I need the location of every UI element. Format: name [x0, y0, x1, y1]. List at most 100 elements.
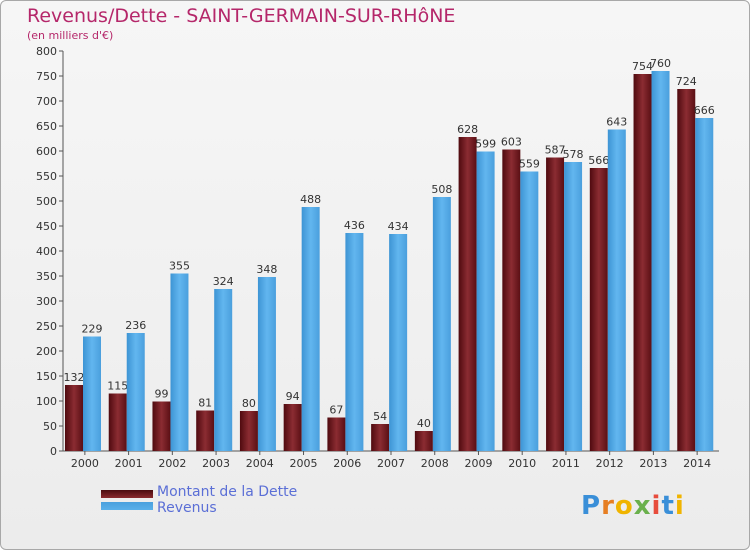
- x-tick-label: 2001: [115, 457, 143, 470]
- revenue-value-label: 559: [519, 158, 540, 171]
- debt-bar: [108, 393, 127, 451]
- debt-value-label: 724: [676, 75, 697, 88]
- legend-label-revenue: Revenus: [157, 500, 217, 516]
- debt-bar: [502, 149, 521, 451]
- debt-bar: [633, 74, 652, 451]
- debt-bar: [196, 410, 215, 451]
- debt-bar: [152, 401, 171, 451]
- y-tick-label: 600: [36, 145, 57, 158]
- x-tick-label: 2012: [596, 457, 624, 470]
- debt-bar: [65, 385, 83, 451]
- revenue-value-label: 666: [694, 104, 715, 117]
- revenue-bar: [520, 171, 539, 451]
- x-tick-label: 2011: [552, 457, 580, 470]
- debt-bar: [677, 89, 696, 451]
- y-tick-label: 700: [36, 95, 57, 108]
- y-tick-label: 250: [36, 320, 57, 333]
- x-tick-label: 2004: [246, 457, 274, 470]
- revenue-bar: [345, 233, 364, 451]
- debt-bar: [327, 417, 346, 451]
- x-tick-label: 2006: [333, 457, 361, 470]
- debt-bar: [546, 157, 565, 451]
- x-tick-label: 2003: [202, 457, 230, 470]
- revenue-bar: [126, 333, 145, 451]
- revenue-bar: [170, 273, 189, 451]
- x-tick-label: 2009: [464, 457, 492, 470]
- revenue-value-label: 434: [388, 220, 409, 233]
- y-tick-label: 300: [36, 295, 57, 308]
- x-tick-label: 2008: [421, 457, 449, 470]
- x-tick-label: 2000: [71, 457, 99, 470]
- legend-label-debt: Montant de la Dette: [157, 484, 298, 500]
- revenue-bar: [432, 197, 451, 451]
- debt-bar: [239, 411, 258, 451]
- y-tick-label: 650: [36, 120, 57, 133]
- y-tick-label: 750: [36, 70, 57, 83]
- debt-value-label: 67: [329, 404, 343, 417]
- revenue-bar: [564, 162, 583, 451]
- revenue-bar: [695, 118, 714, 451]
- debt-value-label: 94: [286, 390, 300, 403]
- revenue-bar: [476, 151, 495, 451]
- revenue-bar: [389, 234, 408, 451]
- revenue-value-label: 236: [125, 319, 146, 332]
- debt-value-label: 132: [64, 371, 85, 384]
- debt-value-label: 628: [457, 123, 478, 136]
- y-tick-label: 150: [36, 370, 57, 383]
- y-tick-label: 450: [36, 220, 57, 233]
- x-tick-label: 2013: [639, 457, 667, 470]
- revenue-bar: [301, 207, 320, 451]
- y-tick-label: 0: [50, 445, 57, 458]
- y-tick-label: 50: [43, 420, 57, 433]
- legend-swatch-revenue: [101, 502, 153, 510]
- y-tick-label: 500: [36, 195, 57, 208]
- debt-bar: [589, 168, 608, 451]
- chart-title: Revenus/Dette - SAINT-GERMAIN-SUR-RHôNE: [27, 5, 456, 27]
- revenue-value-label: 436: [344, 219, 365, 232]
- y-tick-label: 400: [36, 245, 57, 258]
- debt-bar: [283, 404, 302, 451]
- x-tick-label: 2002: [158, 457, 186, 470]
- revenue-value-label: 578: [563, 148, 584, 161]
- x-tick-label: 2007: [377, 457, 405, 470]
- revenue-value-label: 324: [213, 275, 234, 288]
- y-tick-label: 200: [36, 345, 57, 358]
- debt-value-label: 99: [154, 388, 168, 401]
- debt-value-label: 566: [588, 154, 609, 167]
- revenue-value-label: 488: [300, 193, 321, 206]
- debt-value-label: 80: [242, 397, 256, 410]
- y-tick-label: 800: [36, 45, 57, 58]
- revenue-bar: [607, 129, 626, 451]
- legend-swatch-debt: [101, 490, 153, 498]
- debt-value-label: 40: [417, 417, 431, 430]
- debt-value-label: 603: [501, 136, 522, 149]
- revenue-value-label: 508: [431, 183, 452, 196]
- revenue-value-label: 355: [169, 260, 190, 273]
- debt-value-label: 54: [373, 410, 387, 423]
- revenue-bar: [651, 71, 670, 451]
- proxiti-logo: Proxiti: [581, 491, 685, 521]
- y-tick-label: 100: [36, 395, 57, 408]
- revenue-bar: [214, 289, 233, 451]
- revenue-value-label: 348: [256, 263, 277, 276]
- debt-value-label: 587: [545, 144, 566, 157]
- revenue-value-label: 643: [606, 116, 627, 129]
- x-tick-label: 2014: [683, 457, 711, 470]
- revenue-bar: [257, 277, 276, 451]
- x-tick-label: 2010: [508, 457, 536, 470]
- chart-subtitle: (en milliers d'€): [27, 29, 114, 42]
- revenue-value-label: 760: [650, 57, 671, 70]
- revenue-value-label: 229: [82, 323, 103, 336]
- debt-bar: [458, 137, 477, 451]
- y-tick-label: 350: [36, 270, 57, 283]
- debt-bar: [414, 431, 433, 451]
- debt-value-label: 115: [107, 380, 128, 393]
- x-tick-label: 2005: [290, 457, 318, 470]
- debt-value-label: 754: [632, 60, 653, 73]
- revenue-value-label: 599: [475, 138, 496, 151]
- revenue-bar: [83, 336, 101, 451]
- y-tick-label: 550: [36, 170, 57, 183]
- debt-value-label: 81: [198, 397, 212, 410]
